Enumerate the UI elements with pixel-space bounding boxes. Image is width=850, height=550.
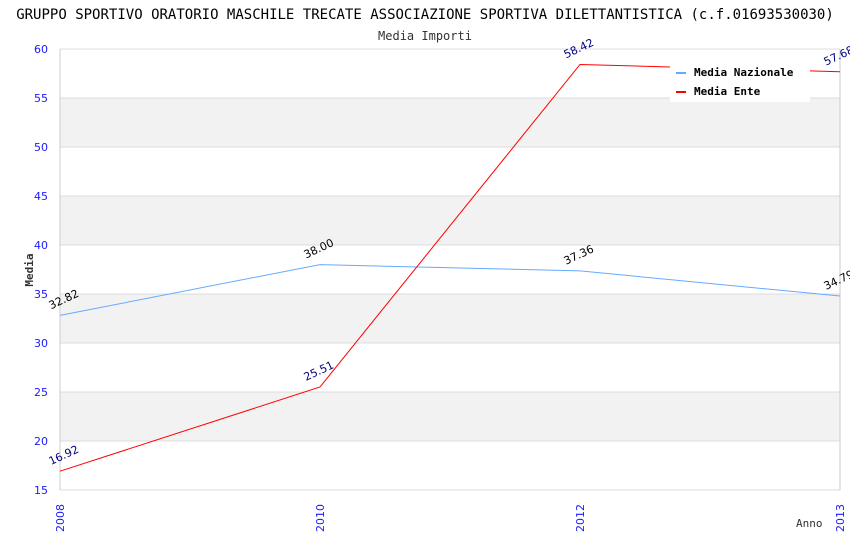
legend-swatch — [676, 91, 686, 93]
grid-band — [60, 196, 840, 245]
chart-title: GRUPPO SPORTIVO ORATORIO MASCHILE TRECAT… — [16, 7, 834, 23]
y-tick-label: 40 — [34, 239, 48, 252]
y-tick-label: 15 — [34, 484, 48, 497]
x-tick-label: 2013 — [834, 504, 847, 532]
y-tick-label: 50 — [34, 141, 48, 154]
chart-subtitle: Media Importi — [378, 29, 472, 43]
legend-label: Media Nazionale — [694, 66, 794, 79]
y-tick-label: 30 — [34, 337, 48, 350]
y-axis-label: Media — [23, 253, 36, 286]
y-tick-label: 20 — [34, 435, 48, 448]
data-label: 25.51 — [302, 359, 336, 384]
data-label: 37.36 — [562, 242, 596, 267]
legend-swatch — [676, 72, 686, 74]
data-label: 16.92 — [47, 443, 81, 468]
y-tick-label: 60 — [34, 43, 48, 56]
data-label: 58.42 — [562, 36, 596, 61]
x-tick-label: 2008 — [54, 504, 67, 532]
grid-band — [60, 98, 840, 147]
x-tick-label: 2010 — [314, 504, 327, 532]
data-label: 34.79 — [822, 268, 850, 293]
grid-band — [60, 294, 840, 343]
y-tick-label: 55 — [34, 92, 48, 105]
series-line-0 — [59, 264, 841, 316]
x-axis-label: Anno — [796, 517, 823, 530]
legend-label: Media Ente — [694, 85, 761, 98]
x-tick-label: 2012 — [574, 504, 587, 532]
data-label: 57.68 — [822, 43, 850, 68]
legend: Media Nazionale Media Ente — [670, 58, 810, 102]
y-tick-label: 35 — [34, 288, 48, 301]
y-tick-label: 45 — [34, 190, 48, 203]
grid-band — [60, 392, 840, 441]
y-tick-label: 25 — [34, 386, 48, 399]
